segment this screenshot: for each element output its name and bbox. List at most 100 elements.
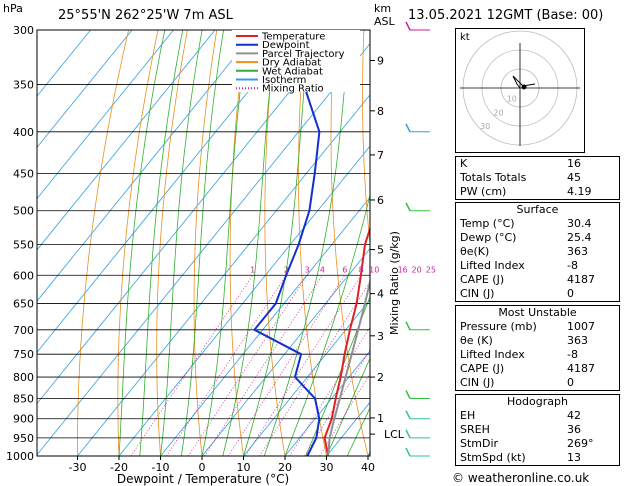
index-label: CAPE (J)	[460, 362, 505, 375]
pressure-tick-label: 900	[13, 413, 34, 426]
isotherm-line	[284, 350, 370, 456]
isotherm-line	[159, 196, 370, 456]
index-label: EH	[460, 409, 476, 422]
isotherm-line	[37, 30, 175, 200]
legend-entry: Temperature	[261, 32, 325, 43]
index-value: 363	[567, 245, 588, 258]
pressure-tick-label: 600	[13, 269, 34, 282]
isotherm-line	[118, 145, 370, 456]
index-row: StmDir 269°	[460, 437, 615, 451]
temperature-axis: -30 -20 -10 0 10 20 30 40	[69, 456, 375, 474]
legend-entry: Dewpoint	[262, 40, 310, 51]
index-value: -8	[567, 259, 578, 272]
pressure-tick-label: 950	[13, 432, 34, 445]
index-label: SREH	[460, 423, 490, 436]
km-tick-label: 3	[377, 330, 384, 343]
pressure-tick-label: 450	[13, 167, 34, 180]
index-value: 13	[567, 451, 581, 464]
mixing-ratio-line	[188, 275, 308, 456]
index-table: K 16 Totals Totals 45 PW (cm) 4.19	[455, 156, 620, 200]
pressure-axis: 300 350 400 450 500 550 600 650 700 750 800 850 900 9…	[6, 24, 34, 463]
index-row: PW (cm) 4.19	[460, 185, 615, 199]
surface-table: Surface Temp (°C) 30.4 Dewp (°C) 25.4 θe(K) 36…	[455, 202, 620, 302]
dry-adiabat-line	[229, 30, 247, 456]
mixing-ratio-label: 2	[284, 265, 289, 274]
index-value: 16	[567, 157, 581, 170]
isotherm-line	[37, 30, 92, 97]
index-label: Lifted Index	[460, 259, 525, 272]
legend-entry: Mixing Ratio	[262, 84, 324, 95]
plot-frame	[36, 29, 371, 457]
wind-barb-flag	[405, 202, 411, 212]
index-value: 1007	[567, 320, 595, 333]
x-tick-label: -30	[69, 461, 87, 474]
isotherm-line	[37, 30, 216, 251]
wet-adiabat-line	[139, 30, 184, 456]
wind-barb-flag	[405, 321, 411, 331]
pressure-tick-label: 350	[13, 79, 34, 92]
wind-barb-flag	[405, 429, 411, 439]
index-label: Totals Totals	[460, 171, 527, 184]
hodograph-unit: kt	[460, 32, 470, 43]
mixing-ratio-labels: 1 2 3 4 6 8 10 16 20 25	[250, 265, 436, 274]
index-label: CIN (J)	[460, 376, 495, 389]
index-label: Pressure (mb)	[460, 320, 537, 333]
index-value: 4187	[567, 273, 595, 286]
index-row: SREH 36	[460, 423, 615, 437]
wet-adiabat-line	[222, 30, 277, 456]
series-temperature	[323, 225, 370, 456]
mixing-ratio-label: 1	[250, 265, 255, 274]
legend-box	[232, 30, 360, 92]
index-label: Dewp (°C)	[460, 231, 517, 244]
index-value: 45	[567, 171, 581, 184]
index-row: Pressure (mb) 1007	[460, 320, 615, 334]
km-tick-label: 6	[377, 194, 384, 207]
x-tick-label: 30	[320, 461, 334, 474]
most-unstable-table: Most Unstable Pressure (mb) 1007 θe (K) 363 L…	[455, 305, 620, 391]
x-tick-label: 10	[237, 461, 251, 474]
index-row: CIN (J) 0	[460, 376, 615, 390]
km-tick-label: 4	[377, 288, 384, 301]
x-tick-label: -10	[152, 461, 170, 474]
pressure-tick-label: 300	[13, 24, 34, 37]
section-title: Surface	[516, 203, 559, 216]
dry-adiabat-line	[193, 30, 218, 456]
wet-adiabat-line	[284, 193, 370, 456]
index-value: -8	[567, 348, 578, 361]
datetime-label: 13.05.2021 12GMT (Base: 00)	[408, 8, 604, 23]
pressure-tick-label: 400	[13, 126, 34, 139]
dry-adiabat-line	[77, 30, 130, 456]
index-label: StmDir	[460, 437, 499, 450]
mixing-ratio-label: 4	[320, 265, 325, 274]
wet-adiabat-line	[243, 30, 310, 456]
wind-barbs	[405, 21, 430, 457]
wind-barb-flag	[405, 447, 411, 457]
index-label: CIN (J)	[460, 287, 495, 300]
index-row: Lifted Index -8	[460, 259, 615, 273]
pressure-tick-label: 550	[13, 238, 34, 251]
index-label: Lifted Index	[460, 348, 525, 361]
index-label: θe (K)	[460, 334, 493, 347]
hodograph-trace	[512, 75, 536, 89]
index-value: 0	[567, 376, 574, 389]
km-label: km	[374, 2, 392, 15]
mixing-ratio-label: 3	[305, 265, 310, 274]
wind-barb-flag	[405, 123, 411, 133]
isotherm-line	[201, 247, 370, 456]
index-value: 0	[567, 287, 574, 300]
index-row: Totals Totals 45	[460, 171, 615, 185]
index-label: PW (cm)	[460, 185, 507, 198]
hpa-label: hPa	[3, 2, 23, 15]
pressure-tick-label: 500	[13, 205, 34, 218]
pressure-tick-label: 1000	[6, 450, 34, 463]
wet-adiabat-line	[305, 295, 370, 456]
mixing-ratio-axis-label: Mixing Ratio (g/kg)	[388, 231, 401, 335]
section-title: Hodograph	[507, 395, 568, 408]
index-label: K	[460, 157, 468, 170]
wet-adiabat-line	[180, 30, 225, 456]
dry-adiabat-line	[362, 30, 370, 248]
index-value: 4187	[567, 362, 595, 375]
